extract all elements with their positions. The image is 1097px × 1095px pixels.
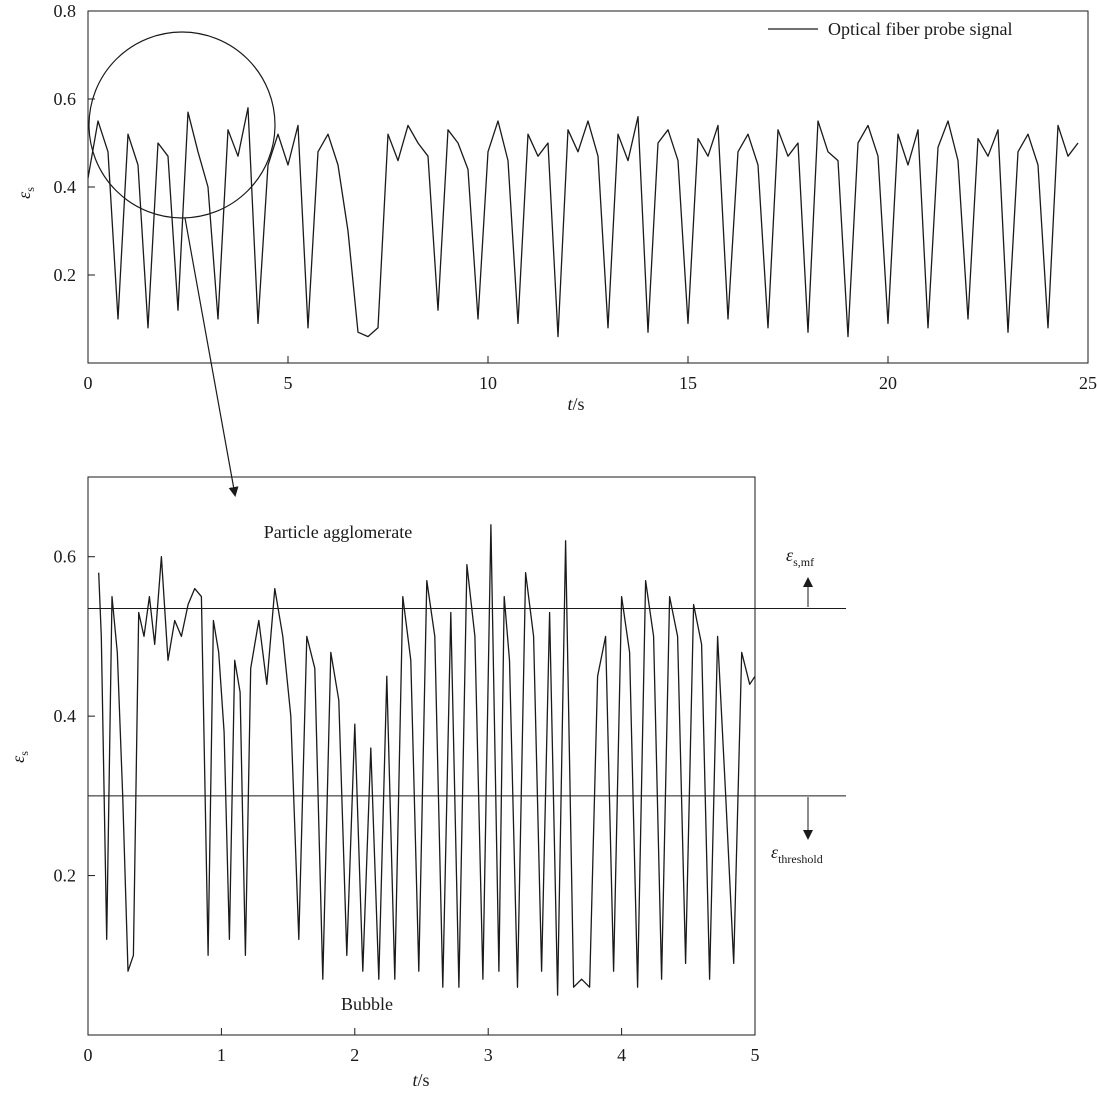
bottom-x-axis-label: t/s xyxy=(412,1070,429,1090)
bottom-y-tick-label: 0.4 xyxy=(54,706,77,726)
bottom-x-tick-label: 2 xyxy=(350,1045,359,1065)
top-y-tick-label: 0.8 xyxy=(54,1,77,21)
top-ticks: 0 5 10 15 20 25 0.2 0.4 0.6 0.8 xyxy=(54,1,1097,393)
bottom-ticks: 0 1 2 3 4 5 0.2 0.4 0.6 xyxy=(54,547,760,1065)
bottom-x-tick-label: 0 xyxy=(84,1045,93,1065)
bottom-y-tick-label: 0.6 xyxy=(54,547,77,567)
top-x-tick-label: 15 xyxy=(679,373,697,393)
zoom-arrow xyxy=(184,217,239,497)
bottom-x-tick-label: 1 xyxy=(217,1045,226,1065)
top-x-tick-label: 20 xyxy=(879,373,897,393)
bottom-plot-frame xyxy=(87,476,756,1036)
eps-threshold-label: εthreshold xyxy=(771,842,823,866)
bubble-label: Bubble xyxy=(341,994,393,1014)
top-x-tick-label: 25 xyxy=(1079,373,1097,393)
bottom-x-tick-label: 5 xyxy=(751,1045,760,1065)
bottom-y-axis-label: εs xyxy=(8,751,31,763)
top-x-axis-label: t/s xyxy=(567,394,584,414)
top-chart: 0 5 10 15 20 25 0.2 0.4 0.6 0.8 Optical fiber pro… xyxy=(14,1,1097,414)
top-x-tick-label: 10 xyxy=(479,373,497,393)
top-y-axis-label: εs xyxy=(14,187,37,199)
top-y-tick-label: 0.4 xyxy=(54,177,77,197)
bottom-y-tick-label: 0.2 xyxy=(54,866,77,886)
top-y-tick-label: 0.2 xyxy=(54,265,77,285)
bottom-chart: 0 1 2 3 4 5 0.2 0.4 0.6 εs,mf εthreshold Particl… xyxy=(8,476,846,1090)
top-x-tick-label: 5 xyxy=(284,373,293,393)
top-x-tick-label: 0 xyxy=(84,373,93,393)
zoom-circle xyxy=(88,31,276,219)
particle-agglomerate-label: Particle agglomerate xyxy=(264,522,412,542)
top-signal-line xyxy=(87,107,1079,338)
top-legend-label: Optical fiber probe signal xyxy=(828,19,1012,39)
top-plot-frame xyxy=(87,10,1089,364)
bottom-x-tick-label: 3 xyxy=(484,1045,493,1065)
bottom-signal-line xyxy=(98,524,756,996)
bottom-x-tick-label: 4 xyxy=(617,1045,626,1065)
top-y-tick-label: 0.6 xyxy=(54,89,77,109)
eps-smf-label: εs,mf xyxy=(786,545,814,569)
